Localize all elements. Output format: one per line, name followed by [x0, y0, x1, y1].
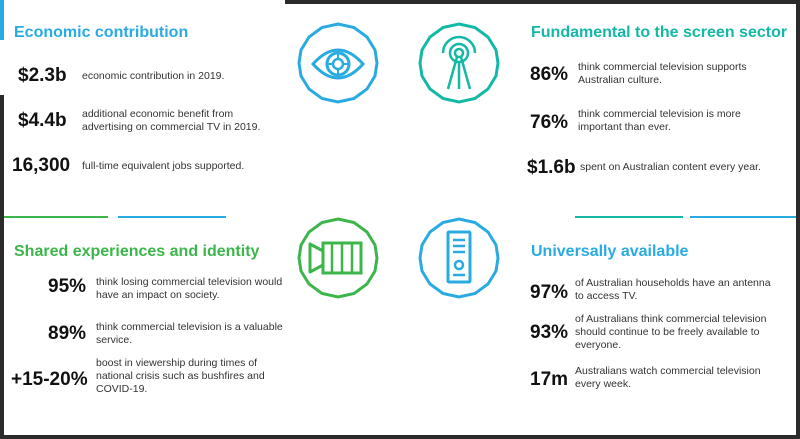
screen-stat-value: 76% — [530, 112, 569, 133]
economic-stat-text: additional economic benefit from adverti… — [82, 108, 261, 133]
shared-stat-value: +15-20% — [11, 369, 88, 390]
divider-left-green — [4, 216, 108, 218]
shared-stat-value: 95% — [48, 276, 87, 297]
available-stat-value: 93% — [530, 322, 569, 343]
available-stat-text: Australians watch commercial television … — [575, 365, 761, 390]
divider-right-blue — [690, 216, 796, 218]
available-heading: Universally available — [531, 243, 689, 260]
divider-left-blue — [118, 216, 226, 218]
broadcast-tower-icon — [418, 22, 500, 104]
screen-stat-text: spent on Australian content every year. — [580, 161, 761, 173]
economic-stat-value: 16,300 — [12, 155, 71, 176]
screen-stat-text: think commercial television supports Aus… — [578, 61, 747, 86]
available-stat-value: 17m — [530, 369, 569, 390]
shared-stat-text: think commercial television is a valuabl… — [96, 321, 283, 346]
available-stat-value: 97% — [530, 282, 569, 303]
available-stat-text: of Australians think commercial televisi… — [575, 313, 767, 351]
economic-stat-value: $4.4b — [18, 110, 67, 131]
divider-right-teal — [575, 216, 683, 218]
screen-stat-text: think commercial television is more impo… — [578, 108, 741, 133]
economic-stat-value: $2.3b — [18, 65, 67, 86]
eye-icon — [297, 22, 379, 104]
screen-stat-value: 86% — [530, 64, 569, 85]
screen-heading: Fundamental to the screen sector — [531, 24, 788, 41]
shared-stat-text: think losing commercial television would… — [96, 276, 283, 301]
frame-right-line — [796, 0, 800, 439]
shared-stat-text: boost in viewership during times of nati… — [96, 357, 265, 395]
screen-stat-value: $1.6b — [527, 157, 576, 178]
video-camera-icon — [297, 217, 379, 299]
accent-bar — [0, 0, 4, 40]
economic-stat-text: economic contribution in 2019. — [82, 70, 225, 82]
available-stat-text: of Australian households have an antenna… — [575, 277, 771, 302]
economic-heading: Economic contribution — [14, 24, 189, 41]
frame-bottom-line — [0, 435, 800, 439]
frame-left-line — [0, 95, 4, 439]
economic-stat-text: full-time equivalent jobs supported. — [82, 160, 245, 172]
tv-receiver-icon — [418, 217, 500, 299]
shared-heading: Shared experiences and identity — [14, 243, 260, 260]
frame-top-line — [285, 0, 800, 4]
shared-stat-value: 89% — [48, 323, 87, 344]
